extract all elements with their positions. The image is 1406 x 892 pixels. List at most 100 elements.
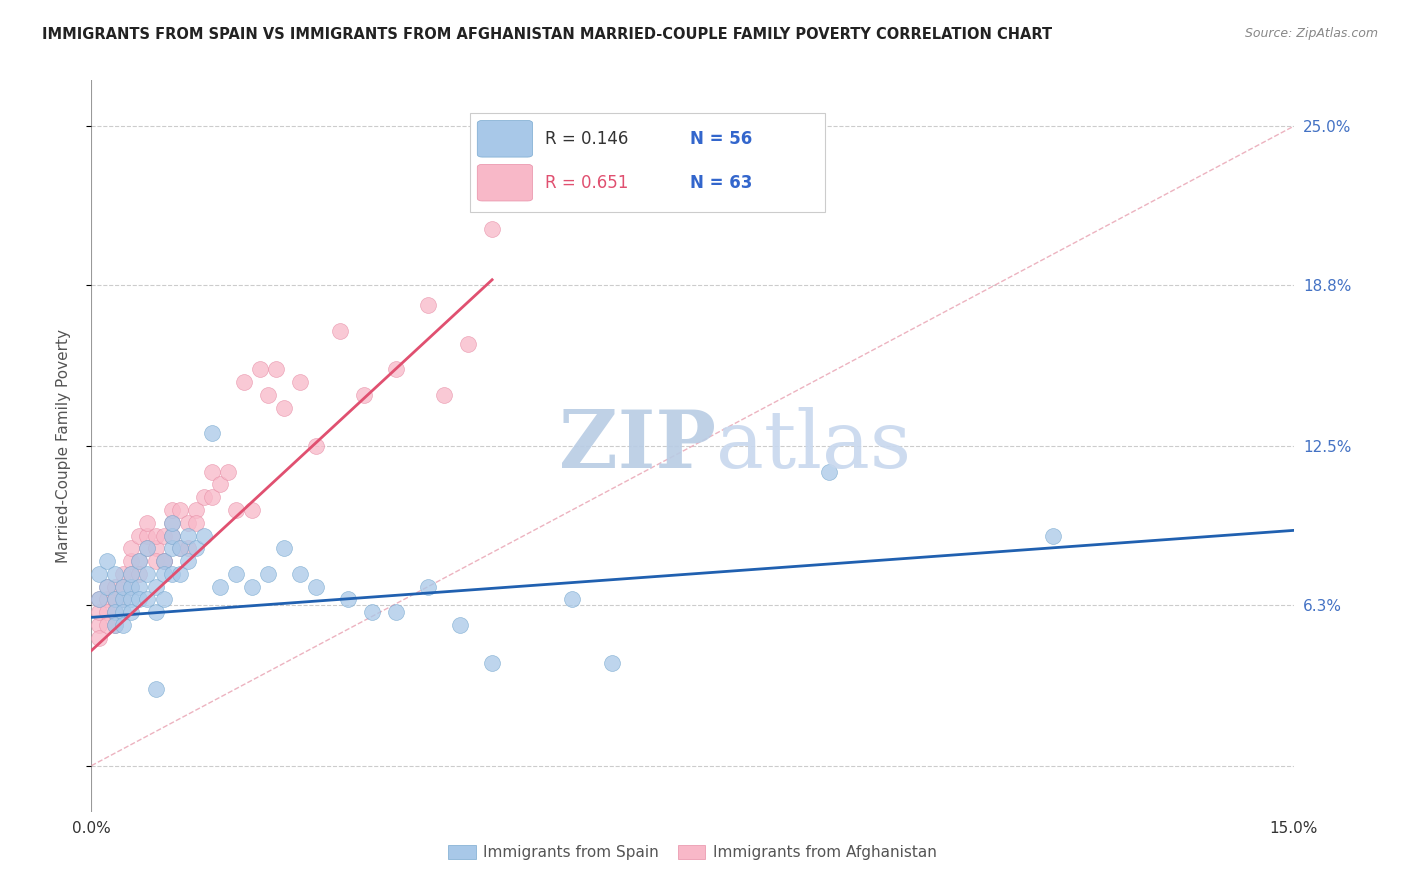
Point — [240, 580, 263, 594]
Point — [449, 618, 471, 632]
Point — [112, 592, 135, 607]
Point — [305, 439, 328, 453]
Point — [433, 388, 456, 402]
Text: ZIP: ZIP — [560, 407, 717, 485]
Point — [176, 528, 198, 542]
Point — [136, 592, 159, 607]
Text: IMMIGRANTS FROM SPAIN VS IMMIGRANTS FROM AFGHANISTAN MARRIED-COUPLE FAMILY POVER: IMMIGRANTS FROM SPAIN VS IMMIGRANTS FROM… — [42, 27, 1052, 42]
Point — [305, 580, 328, 594]
Point — [96, 554, 118, 568]
Point — [104, 592, 127, 607]
Point — [96, 618, 118, 632]
Point — [89, 592, 111, 607]
Point — [145, 528, 167, 542]
Point — [136, 541, 159, 556]
Point — [184, 516, 207, 530]
Point — [104, 605, 127, 619]
Point — [121, 554, 143, 568]
Y-axis label: Married-Couple Family Poverty: Married-Couple Family Poverty — [56, 329, 70, 563]
Point — [104, 566, 127, 581]
Point — [160, 503, 183, 517]
Text: R = 0.651: R = 0.651 — [544, 174, 628, 192]
Point — [152, 566, 174, 581]
Point — [817, 465, 839, 479]
Point — [128, 554, 150, 568]
Point — [128, 580, 150, 594]
Point — [353, 388, 375, 402]
Point — [128, 528, 150, 542]
Point — [208, 477, 231, 491]
Point — [385, 605, 408, 619]
Point — [128, 592, 150, 607]
Point — [193, 490, 215, 504]
Point — [225, 503, 247, 517]
Point — [104, 605, 127, 619]
Point — [160, 516, 183, 530]
Point — [385, 362, 408, 376]
Point — [104, 592, 127, 607]
Text: R = 0.146: R = 0.146 — [544, 130, 628, 148]
Point — [225, 566, 247, 581]
Point — [160, 516, 183, 530]
Legend: Immigrants from Spain, Immigrants from Afghanistan: Immigrants from Spain, Immigrants from A… — [443, 838, 942, 866]
Point — [240, 503, 263, 517]
Point — [169, 541, 191, 556]
Point — [89, 618, 111, 632]
Point — [145, 580, 167, 594]
Point — [89, 631, 111, 645]
Point — [201, 490, 224, 504]
Point — [104, 618, 127, 632]
Point — [96, 580, 118, 594]
Point — [160, 528, 183, 542]
Point — [169, 541, 191, 556]
Point — [169, 503, 191, 517]
Point — [136, 516, 159, 530]
Point — [104, 592, 127, 607]
FancyBboxPatch shape — [477, 164, 533, 201]
Point — [121, 566, 143, 581]
Point — [136, 566, 159, 581]
Point — [112, 580, 135, 594]
Point — [128, 566, 150, 581]
Point — [152, 554, 174, 568]
Point — [481, 657, 503, 671]
Point — [360, 605, 382, 619]
Point — [160, 566, 183, 581]
Point — [112, 605, 135, 619]
Point — [121, 580, 143, 594]
Point — [329, 324, 352, 338]
Point — [602, 657, 624, 671]
Point — [264, 362, 287, 376]
Point — [152, 554, 174, 568]
Text: N = 56: N = 56 — [690, 130, 752, 148]
Text: N = 63: N = 63 — [690, 174, 752, 192]
Point — [184, 503, 207, 517]
Point — [136, 528, 159, 542]
Point — [121, 541, 143, 556]
Point — [201, 465, 224, 479]
Point — [193, 528, 215, 542]
Point — [112, 580, 135, 594]
Point — [152, 554, 174, 568]
Point — [336, 592, 359, 607]
FancyBboxPatch shape — [470, 113, 825, 212]
Point — [121, 605, 143, 619]
Point — [89, 592, 111, 607]
Point — [96, 580, 118, 594]
Point — [416, 580, 439, 594]
Point — [145, 681, 167, 696]
Point — [249, 362, 271, 376]
Point — [288, 566, 311, 581]
Point — [121, 580, 143, 594]
Point — [561, 592, 583, 607]
Point — [121, 592, 143, 607]
Text: atlas: atlas — [717, 407, 911, 485]
Point — [112, 618, 135, 632]
Point — [145, 554, 167, 568]
Point — [96, 605, 118, 619]
Point — [145, 541, 167, 556]
Point — [152, 528, 174, 542]
Point — [256, 388, 278, 402]
Point — [104, 580, 127, 594]
Point — [184, 541, 207, 556]
